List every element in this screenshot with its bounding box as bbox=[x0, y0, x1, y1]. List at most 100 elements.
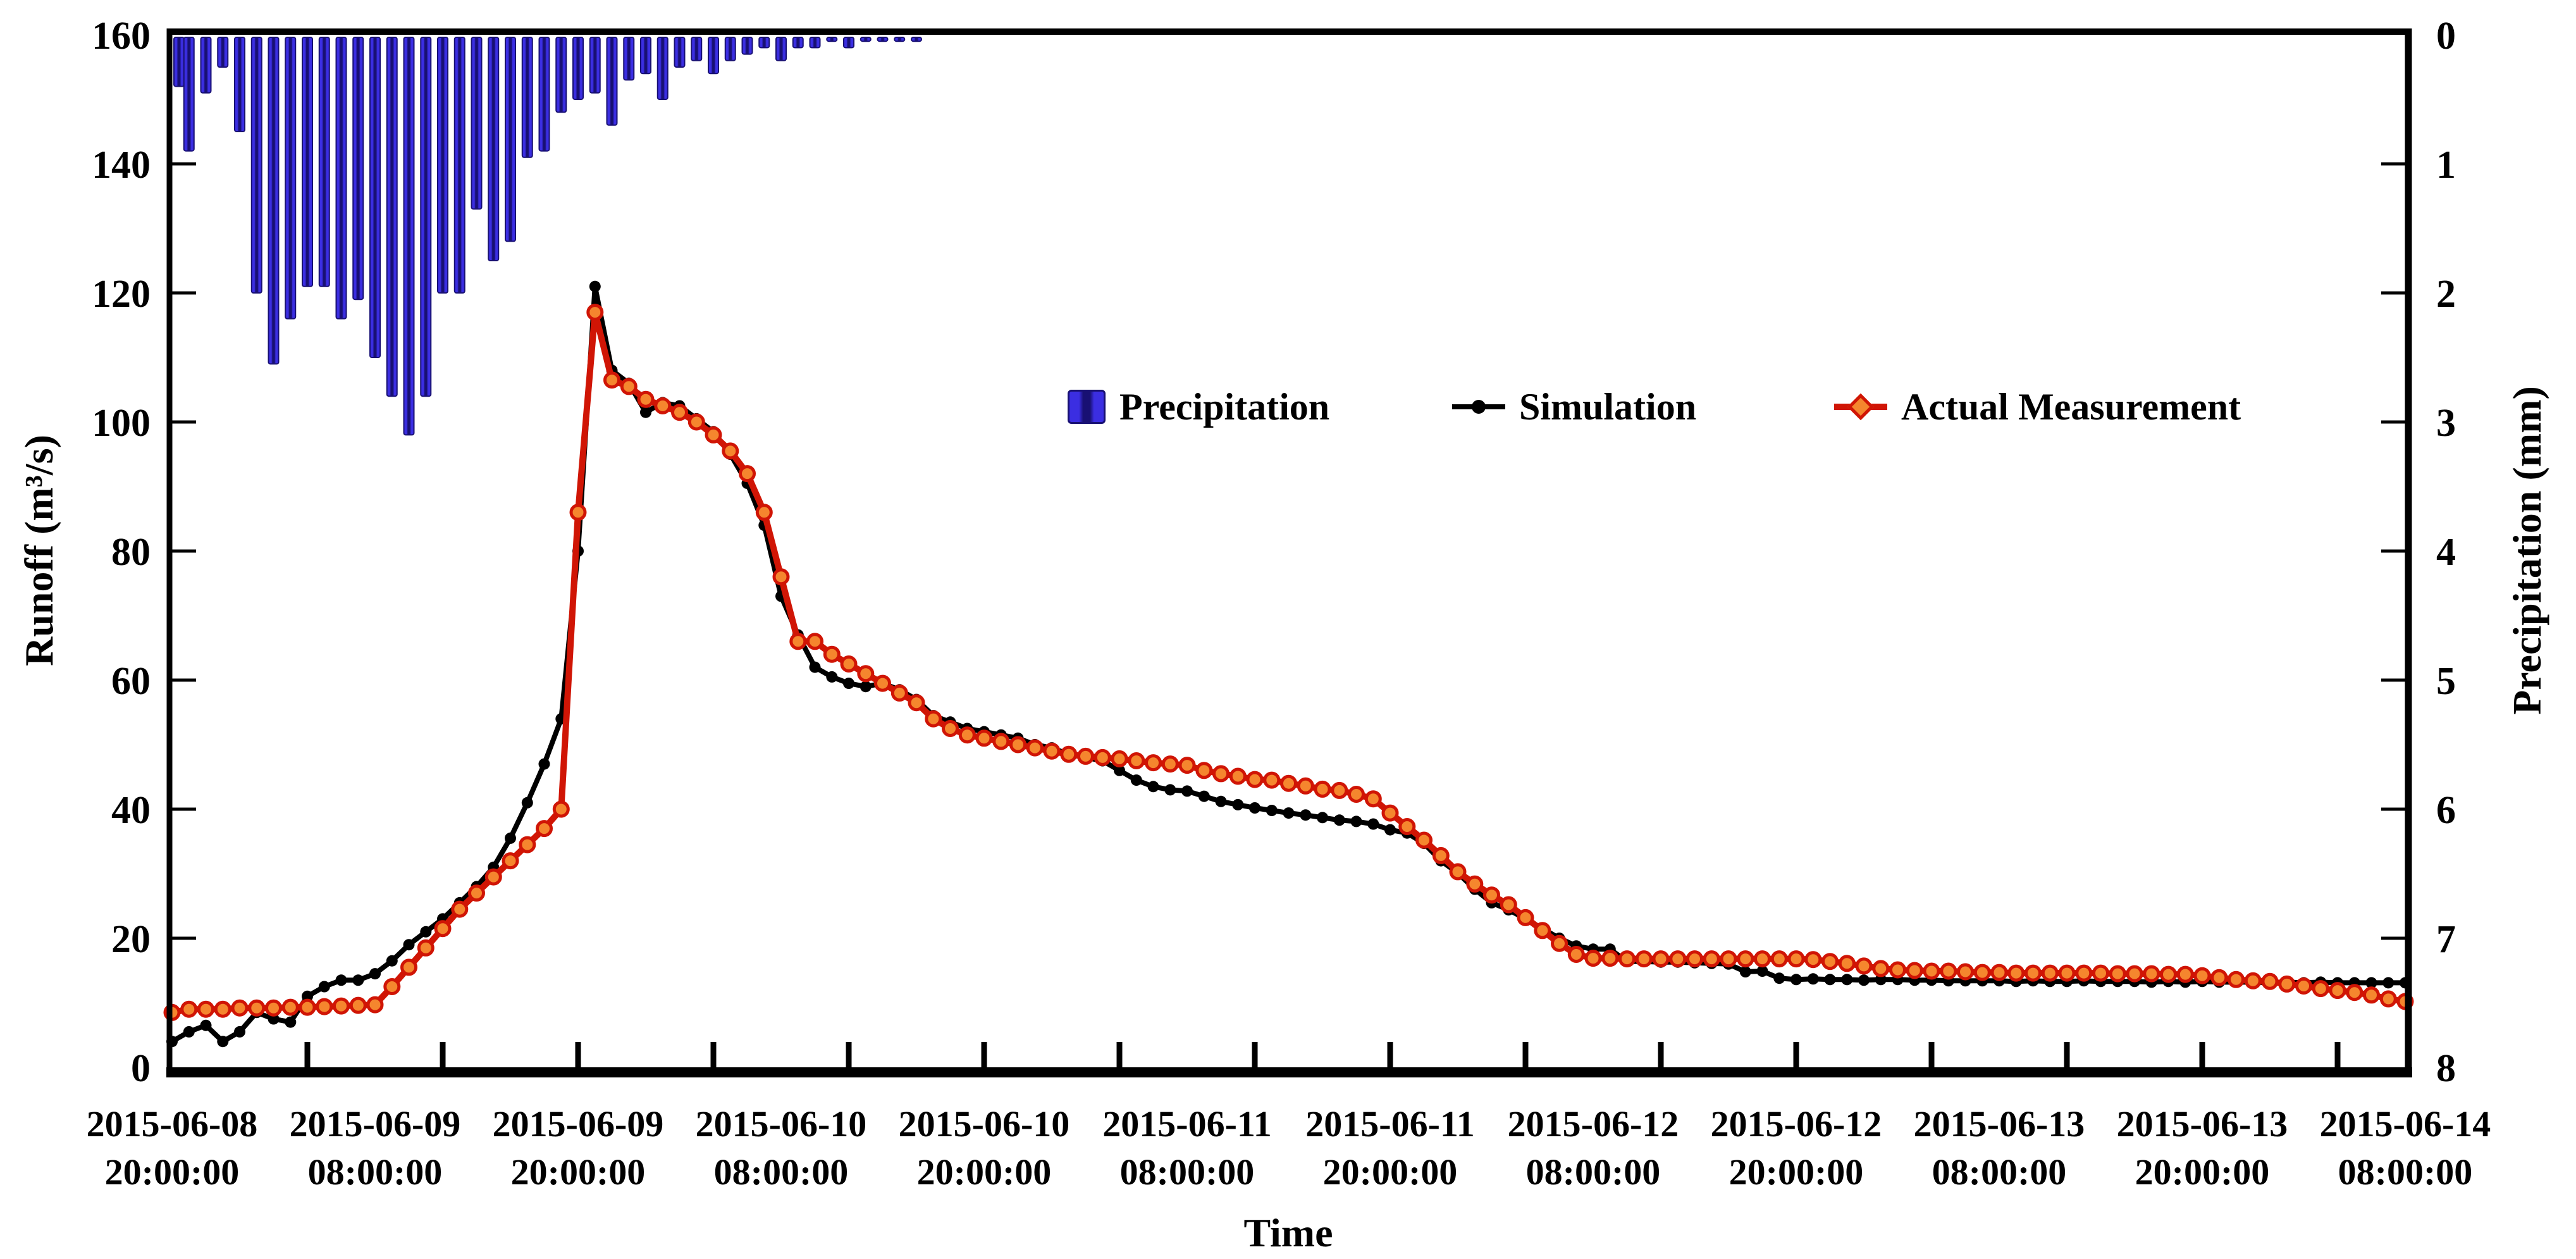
actual-measurement-series-point bbox=[248, 999, 266, 1017]
actual-measurement-series-point bbox=[1415, 831, 1433, 849]
simulation-series-point bbox=[1130, 774, 1142, 786]
x-tick-label: 2015-06-08 20:00:00 bbox=[87, 1103, 258, 1193]
actual-measurement-series-point bbox=[1449, 863, 1467, 881]
precipitation-bar bbox=[860, 37, 872, 42]
precipitation-bar bbox=[183, 37, 195, 152]
x-tick-label: 2015-06-12 08:00:00 bbox=[1508, 1103, 1679, 1193]
actual-measurement-series-point bbox=[1195, 762, 1213, 779]
actual-measurement-series-point bbox=[1077, 747, 1094, 765]
simulation-series-point bbox=[589, 280, 601, 292]
x-tick-label: 2015-06-10 20:00:00 bbox=[899, 1103, 1070, 1193]
actual-measurement-series-point bbox=[925, 710, 942, 728]
actual-measurement-series-point bbox=[1720, 950, 1737, 968]
simulation-series-point bbox=[1875, 974, 1887, 986]
actual-measurement-series-point bbox=[823, 645, 841, 663]
simulation-series-point bbox=[521, 797, 533, 809]
actual-measurement-series-point bbox=[1990, 964, 2008, 981]
precipitation-bar bbox=[521, 37, 533, 158]
simulation-series-point bbox=[1114, 764, 1125, 776]
simulation-series-point bbox=[335, 974, 347, 986]
actual-measurement-series-point bbox=[1161, 755, 1179, 773]
actual-measurement-series-point bbox=[1703, 950, 1720, 968]
actual-measurement-series-point bbox=[687, 413, 705, 431]
simulation-series-point bbox=[1300, 809, 1312, 821]
precipitation-bar bbox=[792, 37, 804, 49]
simulation-series-point bbox=[809, 661, 821, 673]
actual-measurement-series-point bbox=[2041, 964, 2059, 982]
actual-measurement-series-point bbox=[739, 465, 756, 483]
simulation-series-point bbox=[1283, 807, 1295, 819]
precipitation-bar bbox=[369, 37, 381, 358]
actual-measurement-series-point bbox=[891, 684, 908, 702]
actual-measurement-series-point bbox=[1432, 847, 1450, 864]
actual-measurement-series-point bbox=[2024, 964, 2042, 982]
simulation-series-point bbox=[352, 974, 364, 986]
precipitation-bar bbox=[809, 37, 821, 49]
simulation-series-point bbox=[1807, 973, 1819, 985]
simulation-series-point bbox=[285, 1016, 297, 1028]
simulation-series-point bbox=[1333, 814, 1345, 826]
simulation-series-point bbox=[1756, 965, 1768, 977]
actual-measurement-series-point bbox=[654, 397, 672, 414]
actual-measurement-series-point bbox=[502, 852, 519, 870]
x-tick-label: 2015-06-13 20:00:00 bbox=[2117, 1103, 2288, 1193]
precipitation-bar bbox=[505, 37, 516, 242]
actual-measurement-series-point bbox=[1957, 963, 1974, 981]
tick-label: 0 bbox=[131, 1047, 151, 1090]
actual-measurement-series-point bbox=[637, 390, 655, 408]
actual-measurement-series-point bbox=[1838, 955, 1856, 972]
simulation-series-point bbox=[200, 1019, 212, 1031]
actual-measurement-series-point bbox=[417, 939, 434, 957]
actual-measurement-series-point bbox=[1618, 950, 1636, 968]
actual-measurement-series-point bbox=[468, 884, 485, 902]
precipitation-bar bbox=[555, 37, 567, 113]
actual-measurement-series-point bbox=[1348, 786, 1365, 803]
tick-label: 5 bbox=[2436, 660, 2456, 703]
simulation-series-point bbox=[1367, 818, 1379, 830]
actual-measurement-series-point bbox=[2379, 990, 2397, 1008]
actual-measurement-series-point bbox=[958, 726, 976, 744]
precipitation-bar bbox=[471, 37, 483, 210]
tick-label: 140 bbox=[92, 144, 151, 187]
actual-measurement-series-point bbox=[1060, 745, 1078, 763]
actual-measurement-series-point bbox=[1551, 934, 1568, 952]
actual-measurement-series-point bbox=[2092, 964, 2109, 982]
actual-measurement-series-point bbox=[2143, 965, 2160, 983]
actual-measurement-series-point bbox=[1855, 957, 1873, 975]
actual-measurement-series-point bbox=[434, 920, 452, 938]
simulation-series-point bbox=[403, 939, 415, 951]
simulation-series-point bbox=[318, 981, 330, 993]
tick-label: 0 bbox=[2436, 15, 2456, 58]
actual-measurement-series-point bbox=[1652, 950, 1670, 968]
tick-label: 4 bbox=[2436, 531, 2456, 574]
x-tick-label: 2015-06-12 20:00:00 bbox=[1711, 1103, 1882, 1193]
actual-measurement-series-point bbox=[789, 633, 807, 650]
actual-measurement-series-point bbox=[1821, 953, 1839, 971]
actual-measurement-series-point bbox=[722, 442, 739, 460]
actual-measurement-series-point bbox=[1770, 950, 1788, 968]
actual-measurement-series-point bbox=[840, 655, 858, 673]
precipitation-bar bbox=[217, 37, 229, 68]
tick-label: 80 bbox=[111, 531, 151, 574]
actual-measurement-series-point bbox=[519, 836, 536, 853]
actual-measurement-series-point bbox=[383, 978, 401, 995]
actual-measurement-series-point bbox=[806, 633, 823, 650]
actual-measurement-series-point bbox=[2210, 969, 2228, 986]
tick-label: 6 bbox=[2436, 789, 2456, 832]
precipitation-bar bbox=[606, 37, 618, 126]
simulation-series-point bbox=[1198, 790, 1210, 802]
actual-measurement-series-point bbox=[1178, 757, 1196, 774]
actual-measurement-series-point bbox=[1787, 950, 1805, 968]
actual-measurement-series-point bbox=[772, 568, 790, 586]
legend-item-actual: Actual Measurement bbox=[1834, 385, 2241, 429]
simulation-series-point bbox=[268, 1013, 280, 1025]
actual-measurement-series-point bbox=[1669, 950, 1687, 968]
precipitation-bar bbox=[843, 37, 854, 49]
actual-measurement-series-point bbox=[1940, 962, 1957, 980]
plot-area bbox=[172, 35, 2405, 1067]
actual-measurement-series-point bbox=[603, 371, 620, 389]
actual-measurement-series-point bbox=[1314, 780, 1331, 798]
x-tick-label: 2015-06-09 20:00:00 bbox=[493, 1103, 664, 1193]
simulation-series-point bbox=[1739, 966, 1751, 977]
precipitation-bar bbox=[386, 37, 398, 397]
